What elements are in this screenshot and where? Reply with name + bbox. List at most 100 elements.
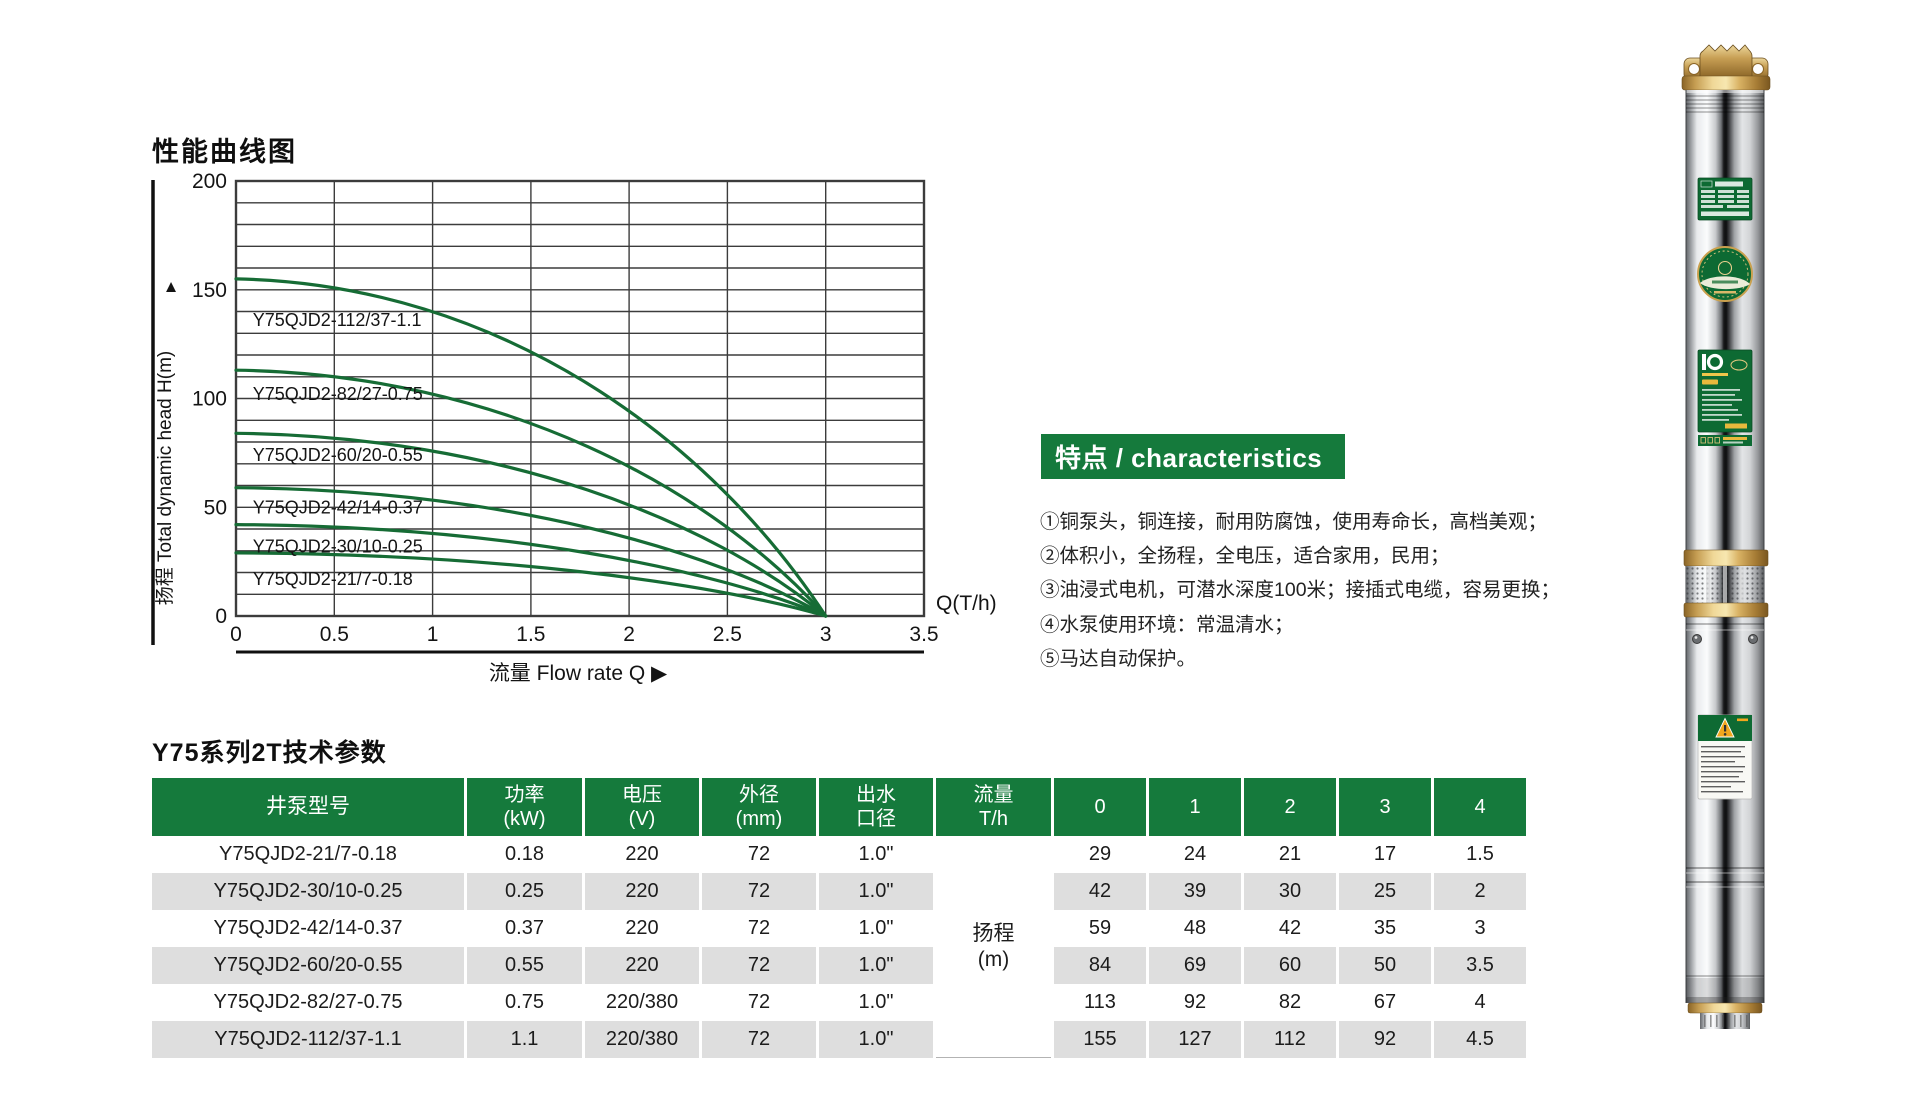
head-value-cell: 112 (1244, 1021, 1336, 1058)
head-value-cell: 30 (1244, 873, 1336, 910)
header-line1: 1 (1189, 796, 1201, 818)
spec-cell: 72 (702, 984, 816, 1021)
table-header-cell: 1 (1149, 778, 1241, 836)
pump-curve (234, 486, 828, 618)
header-line1: 流量 (973, 784, 1014, 806)
spec-cell: 72 (702, 910, 816, 947)
x-axis-unit: Q(T/h) (936, 592, 997, 615)
table-header-cell: 井泵型号 (152, 778, 464, 836)
head-value-cell: 82 (1244, 984, 1336, 1021)
spec-cell: 0.25 (467, 873, 582, 910)
head-value-cell: 21 (1244, 836, 1336, 873)
x-tick-label: 2 (623, 623, 635, 646)
pump-bottom (1686, 867, 1764, 1029)
spec-cell: 0.75 (467, 984, 582, 1021)
header-line1: 外径 (739, 784, 779, 806)
model-cell: Y75QJD2-82/27-0.75 (152, 984, 464, 1021)
head-value-cell: 155 (1054, 1021, 1146, 1058)
header-line2: T/h (979, 808, 1008, 830)
table-header-cell: 外径 (mm) (702, 778, 816, 836)
pump-intake-strainer (1683, 549, 1769, 618)
y-tick-label: 150 (192, 279, 227, 302)
spec-table: 井泵型号 功率 (kW) 电压 (V) 外径 (mm) 出水 口径 流量 T/h 0 1 2 3 4 扬程 (m)… (152, 778, 1526, 1058)
spec-cell: 1.0" (819, 836, 933, 873)
spec-cell: 72 (702, 873, 816, 910)
merged-line2: (m) (977, 947, 1010, 971)
pump-body (1685, 90, 1765, 1003)
spec-cell: 220/380 (585, 984, 699, 1021)
y-tick-label: 100 (192, 388, 227, 411)
head-value-cell: 84 (1054, 947, 1146, 984)
spec-cell: 72 (702, 836, 816, 873)
pump-curve (234, 551, 828, 618)
spec-cell: 1.0" (819, 1021, 933, 1058)
head-value-cell: 92 (1149, 984, 1241, 1021)
header-line2: (kW) (503, 808, 546, 830)
head-value-cell: 3.5 (1434, 947, 1526, 984)
y-axis-arrow-icon: ▲ (163, 277, 180, 296)
head-value-cell: 59 (1054, 910, 1146, 947)
y-tick-label: 50 (204, 496, 227, 519)
model-cell: Y75QJD2-42/14-0.37 (152, 910, 464, 947)
pump-photo (1655, 26, 1795, 1036)
spec-cell: 220 (585, 873, 699, 910)
header-line1: 3 (1379, 796, 1391, 818)
header-line2: (mm) (735, 808, 783, 830)
head-value-cell: 60 (1244, 947, 1336, 984)
pump-curve (234, 431, 828, 618)
head-value-cell: 42 (1054, 873, 1146, 910)
spec-cell: 72 (702, 1021, 816, 1058)
table-header-cell: 2 (1244, 778, 1336, 836)
head-value-cell: 127 (1149, 1021, 1241, 1058)
spec-cell: 0.18 (467, 836, 582, 873)
curve-label: Y75QJD2-30/10-0.25 (253, 536, 423, 556)
pump-strip-label (1698, 435, 1752, 446)
spec-cell: 220 (585, 947, 699, 984)
spec-cell: 220 (585, 910, 699, 947)
model-cell: Y75QJD2-112/37-1.1 (152, 1021, 464, 1058)
head-value-cell: 3 (1434, 910, 1526, 947)
pump-spec-label (1697, 177, 1753, 221)
curve-label: Y75QJD2-60/20-0.55 (253, 445, 423, 465)
curve-label: Y75QJD2-21/7-0.18 (253, 569, 413, 589)
x-tick-label: 1 (427, 623, 439, 646)
table-header-cell: 出水 口径 (819, 778, 933, 836)
performance-chart: Y75QJD2-112/37-1.1 Y75QJD2-82/27-0.75 Y75Q… (0, 0, 1060, 760)
head-value-cell: 92 (1339, 1021, 1431, 1058)
spec-cell: 1.0" (819, 984, 933, 1021)
header-line1: 功率 (504, 784, 545, 806)
spec-cell: 220/380 (585, 1021, 699, 1058)
curve-label: Y75QJD2-82/27-0.75 (253, 384, 423, 404)
spec-cell: 72 (702, 947, 816, 984)
characteristics-header: 特点 / characteristics (1041, 434, 1345, 479)
header-line1: 4 (1474, 796, 1486, 818)
y-axis-label: 扬程 Total dynamic head H(m) (154, 351, 176, 605)
curve-label: Y75QJD2-112/37-1.1 (253, 310, 422, 330)
pump-feature-label (1697, 349, 1753, 433)
characteristic-item: ③油浸式电机，可潜水深度100米；接插式电缆，容易更换； (1040, 579, 1561, 602)
characteristic-item: ⑤马达自动保护。 (1040, 647, 1197, 670)
spec-cell: 1.0" (819, 947, 933, 984)
head-value-cell: 113 (1054, 984, 1146, 1021)
pump-curve (234, 523, 828, 618)
table-header-cell: 电压 (V) (585, 778, 699, 836)
spec-cell: 1.1 (467, 1021, 582, 1058)
table-header-cell: 流量 T/h (936, 778, 1051, 836)
head-value-cell: 67 (1339, 984, 1431, 1021)
head-value-cell: 39 (1149, 873, 1241, 910)
table-header-cell: 4 (1434, 778, 1526, 836)
header-line1: 井泵型号 (266, 795, 350, 818)
curve-label: Y75QJD2-42/14-0.37 (253, 497, 423, 517)
pump-curve (234, 277, 828, 618)
pump-brand-badge (1697, 246, 1753, 302)
head-value-cell: 17 (1339, 836, 1431, 873)
model-cell: Y75QJD2-60/20-0.55 (152, 947, 464, 984)
head-value-cell: 24 (1149, 836, 1241, 873)
header-line1: 出水 (856, 784, 896, 806)
x-tick-label: 1.5 (516, 623, 545, 646)
head-value-cell: 29 (1054, 836, 1146, 873)
model-cell: Y75QJD2-21/7-0.18 (152, 836, 464, 873)
header-line2: 口径 (856, 808, 896, 830)
y-tick-label: 200 (192, 170, 227, 193)
head-value-cell: 1.5 (1434, 836, 1526, 873)
